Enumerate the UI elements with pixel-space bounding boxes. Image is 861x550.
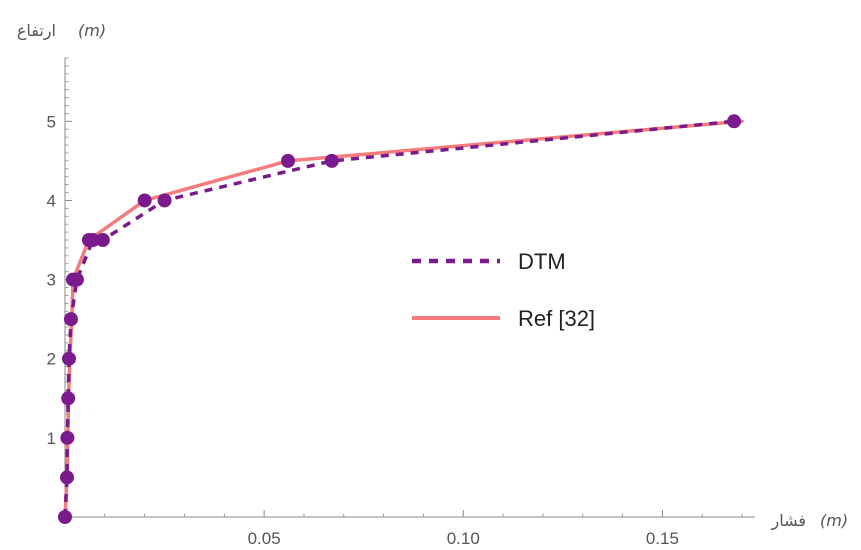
- ticks: 1 2 3 4 5 0.05 0.10 0.15: [47, 57, 743, 548]
- legend-label-ref: Ref [32]: [518, 306, 595, 331]
- ref-series-line: [63, 119, 744, 519]
- dtm-series-line: [63, 119, 735, 518]
- y-axis-label: ارتفاع: [17, 21, 56, 41]
- x-tick-label: 0.10: [447, 529, 480, 548]
- markers: [58, 114, 742, 524]
- y-axis-title: ارتفاع (m): [17, 21, 106, 41]
- dtm-point: [727, 114, 742, 129]
- ref-point: [137, 193, 152, 208]
- dtm-point: [61, 351, 76, 366]
- ref-point: [281, 153, 296, 168]
- series-dtm: [63, 119, 735, 518]
- x-axis-label: فشار: [770, 511, 806, 531]
- y-axis-unit: (m): [78, 21, 106, 40]
- dtm-point: [324, 153, 339, 168]
- x-axis-unit: (m): [820, 511, 848, 530]
- dtm-point: [58, 510, 72, 524]
- y-tick-label: 2: [47, 350, 56, 369]
- y-tick-label: 3: [47, 271, 56, 290]
- y-tick-label: 5: [47, 112, 56, 131]
- x-axis-title: فشار (m): [770, 511, 848, 531]
- y-tick-label: 4: [47, 191, 56, 210]
- x-tick-label: 0.05: [248, 529, 281, 548]
- x-tick-label: 0.15: [646, 529, 679, 548]
- legend-label-dtm: DTM: [518, 249, 566, 274]
- y-tick-label: 1: [47, 429, 56, 448]
- legend: DTM Ref [32]: [412, 249, 595, 331]
- ref-point: [81, 233, 96, 248]
- axes: [64, 58, 755, 518]
- dtm-point: [157, 193, 172, 208]
- dtm-point: [63, 312, 78, 327]
- dtm-point: [95, 233, 110, 248]
- series-ref: [63, 119, 744, 519]
- dtm-point: [59, 470, 74, 485]
- dtm-point: [61, 391, 76, 406]
- dtm-point: [60, 430, 75, 445]
- ref-point: [65, 272, 80, 287]
